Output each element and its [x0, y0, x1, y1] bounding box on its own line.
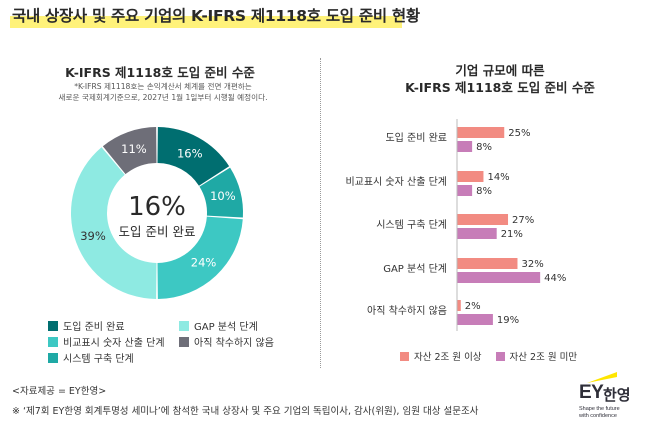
- bar-value-label: 44%: [544, 273, 566, 284]
- legend-swatch: [179, 336, 189, 347]
- donut-slice-label: 16%: [177, 146, 203, 160]
- donut-slice-label: 24%: [191, 256, 217, 270]
- note-line-2: 새로운 국제회계기준으로, 2027년 1월 1일부터 시행될 예정이다.: [58, 93, 268, 102]
- logo-tagline-1: Shape the future: [579, 406, 620, 412]
- legend-item-large: 자산 2조 원 이상: [400, 349, 482, 363]
- bar-category-label: 도입 준비 완료: [385, 131, 447, 144]
- bar-large-company: [457, 258, 518, 269]
- legend-swatch: [48, 352, 58, 363]
- bar-value-label: 19%: [497, 315, 519, 326]
- bar-small-company: [457, 141, 473, 152]
- legend-item-ready: 도입 준비 완료: [48, 318, 125, 333]
- bar-small-company: [457, 228, 497, 239]
- page-title: 국내 상장사 및 주요 기업의 K-IFRS 제1118호 도입 준비 현황: [12, 7, 420, 25]
- page-title-wrap: 국내 상장사 및 주요 기업의 K-IFRS 제1118호 도입 준비 현황: [10, 4, 420, 30]
- legend-label: GAP 분석 단계: [194, 322, 258, 333]
- donut-slice: [199, 167, 244, 218]
- legend-label: 비교표시 숫자 산출 단계: [63, 338, 165, 349]
- bar-small-company: [457, 272, 541, 283]
- donut-slice: [70, 147, 157, 299]
- donut-slice: [102, 127, 157, 175]
- source-credit: <자료제공 = EY한영>: [12, 386, 107, 397]
- donut-slice-label: 11%: [121, 142, 147, 156]
- bar-category-label: 시스템 구축 단계: [376, 219, 447, 231]
- donut-center-value: 16%: [128, 192, 186, 222]
- legend-item-small: 자산 2조 원 미만: [495, 349, 578, 363]
- logo-beam-icon: [587, 372, 617, 383]
- bar-large-company: [457, 300, 461, 311]
- donut-center-label: 도입 준비 완료: [119, 224, 196, 239]
- bar-value-label: 27%: [512, 215, 534, 226]
- donut-chart-title: K-IFRS 제1118호 도입 준비 수준: [65, 65, 255, 80]
- bar-category-label: 아직 착수하지 않음: [367, 304, 447, 317]
- bar-small-company: [457, 314, 493, 325]
- legend-item-not-started: 아직 착수하지 않음: [179, 334, 274, 349]
- legend-label: 아직 착수하지 않음: [194, 338, 274, 349]
- legend-label: 자산 2조 원 이상: [414, 352, 482, 363]
- donut-slice: [157, 216, 243, 299]
- bar-value-label: 2%: [465, 301, 481, 312]
- logo-korean: 한영: [603, 386, 631, 404]
- donut-chart-note: *K-IFRS 제1118호는 손익계산서 체계를 전면 개편하는 새로운 국제…: [38, 81, 288, 103]
- bar-value-label: 21%: [501, 229, 523, 240]
- bar-value-label: 14%: [487, 172, 509, 183]
- legend-item-comparative: 비교표시 숫자 산출 단계: [48, 334, 165, 349]
- bar-value-label: 32%: [521, 259, 543, 270]
- bar-value-label: 8%: [476, 142, 492, 153]
- legend-label: 자산 2조 원 미만: [509, 352, 578, 363]
- bar-value-label: 25%: [508, 128, 530, 139]
- donut-slice-label: 39%: [80, 229, 106, 243]
- bar-category-label: 비교표시 숫자 산출 단계: [345, 176, 447, 188]
- legend-label: 도입 준비 완료: [63, 322, 125, 333]
- donut-slice-label: 10%: [210, 189, 236, 203]
- bar-chart-title-line-2: K-IFRS 제1118호 도입 준비 수준: [405, 80, 595, 95]
- logo-tagline: Shape the future with confidence: [579, 406, 620, 419]
- bar-chart-title-line-1: 기업 규모에 따른: [455, 63, 545, 78]
- survey-footnote: ※ ‘제7회 EY한영 회계투명성 세미나’에 참석한 국내 상장사 및 주요 …: [12, 406, 479, 417]
- legend-item-gap: GAP 분석 단계: [179, 318, 258, 333]
- panel-divider: [320, 58, 321, 368]
- logo-tagline-2: with confidence: [579, 412, 617, 419]
- legend-swatch: [495, 351, 505, 361]
- title-highlight: [10, 16, 402, 28]
- legend-swatch: [48, 320, 58, 331]
- legend-swatch: [48, 336, 58, 347]
- bar-large-company: [457, 171, 484, 182]
- bar-legend: 자산 2조 원 이상 자산 2조 원 미만: [400, 349, 591, 363]
- bar-large-company: [457, 214, 509, 225]
- donut-slice: [157, 127, 230, 186]
- legend-item-system: 시스템 구축 단계: [48, 350, 134, 365]
- ey-logo: EY 한영 Shape the future with confidence: [579, 372, 647, 424]
- donut-chart: 16% 10% 24% 39% 11% 16% 도입 준비 완료: [70, 127, 244, 299]
- bar-large-company: [457, 127, 505, 138]
- bar-small-company: [457, 185, 473, 196]
- legend-swatch: [400, 351, 409, 361]
- logo-ey: EY: [579, 382, 604, 403]
- bar-value-label: 8%: [476, 186, 492, 197]
- note-line-1: *K-IFRS 제1118호는 손익계산서 체계를 전면 개편하는: [74, 82, 252, 91]
- bar-chart-title: 기업 규모에 따른 K-IFRS 제1118호 도입 준비 수준: [380, 62, 620, 96]
- legend-swatch: [179, 320, 189, 331]
- bar-category-label: GAP 분석 단계: [383, 263, 447, 275]
- legend-label: 시스템 구축 단계: [63, 354, 134, 365]
